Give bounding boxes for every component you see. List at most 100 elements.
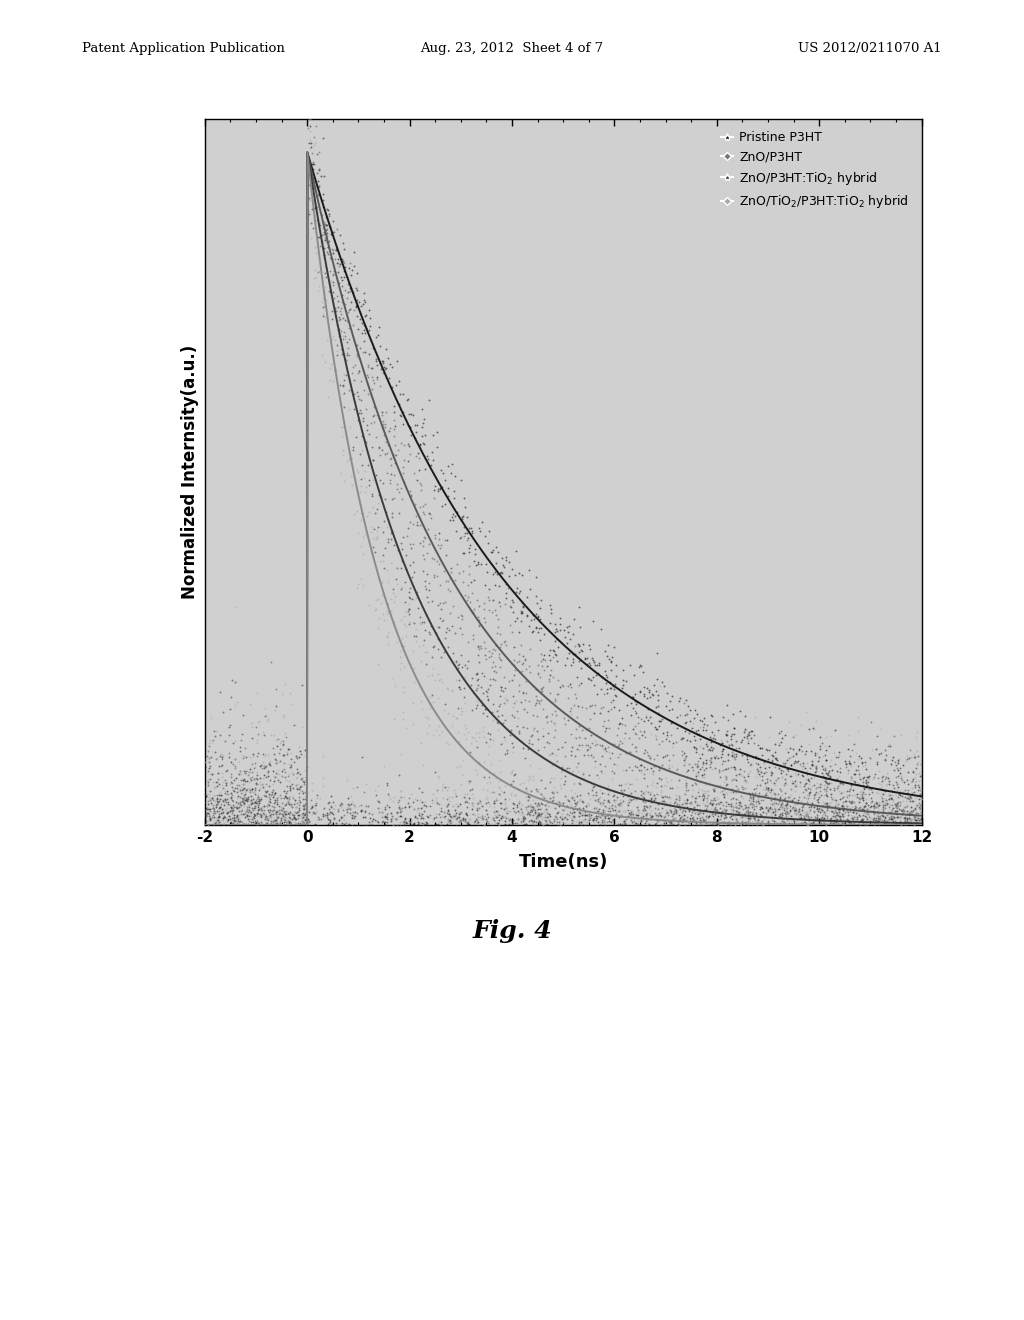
Point: [314, 288, 331, 309]
Point: [709, 799, 725, 820]
Point: [772, 787, 788, 808]
Point: [826, 795, 843, 816]
Point: [628, 805, 644, 826]
Point: [549, 781, 565, 803]
Point: [641, 796, 657, 817]
Point: [249, 682, 265, 704]
Point: [520, 803, 537, 824]
Point: [892, 812, 908, 833]
Point: [521, 767, 538, 788]
Point: [519, 801, 536, 822]
Point: [338, 799, 354, 820]
Point: [226, 796, 243, 817]
Point: [469, 737, 485, 758]
Point: [633, 809, 649, 830]
Point: [283, 795, 299, 816]
Point: [628, 813, 644, 834]
Text: Fig. 4: Fig. 4: [472, 919, 552, 942]
Point: [760, 799, 776, 820]
Point: [698, 780, 715, 801]
Point: [611, 711, 628, 733]
Point: [850, 756, 866, 777]
Point: [333, 796, 349, 817]
Point: [608, 665, 625, 686]
Point: [390, 440, 407, 461]
Point: [652, 710, 669, 731]
Point: [732, 764, 749, 785]
Point: [369, 789, 385, 810]
Point: [724, 746, 740, 767]
Point: [611, 775, 628, 796]
Point: [414, 698, 430, 719]
Point: [628, 737, 644, 758]
Point: [353, 800, 370, 821]
Point: [722, 756, 738, 777]
Point: [443, 812, 460, 833]
Point: [752, 813, 768, 834]
Point: [565, 648, 582, 669]
Point: [259, 710, 275, 731]
Point: [776, 755, 793, 776]
Point: [358, 420, 375, 441]
Point: [426, 548, 442, 569]
Point: [221, 805, 238, 826]
Point: [415, 807, 431, 828]
Point: [813, 808, 829, 829]
Point: [487, 635, 504, 656]
Point: [385, 444, 401, 465]
Point: [885, 812, 901, 833]
Point: [548, 792, 564, 813]
Point: [813, 800, 829, 821]
Point: [462, 741, 478, 762]
Point: [351, 388, 368, 409]
Point: [221, 809, 238, 830]
Point: [213, 784, 229, 805]
Point: [316, 214, 333, 235]
Point: [590, 663, 606, 684]
Point: [440, 787, 457, 808]
Point: [596, 812, 612, 833]
Point: [295, 795, 311, 816]
Point: [554, 803, 570, 824]
Point: [445, 804, 462, 825]
Point: [238, 801, 254, 822]
Point: [559, 796, 575, 817]
Point: [401, 598, 418, 619]
Point: [621, 785, 637, 807]
Point: [905, 762, 922, 783]
Point: [632, 681, 648, 702]
Point: [204, 763, 220, 784]
Point: [773, 727, 790, 748]
Point: [314, 746, 331, 767]
Point: [542, 805, 558, 826]
Point: [794, 741, 810, 762]
Point: [198, 791, 214, 812]
Point: [416, 549, 432, 570]
Point: [641, 796, 657, 817]
Point: [421, 389, 437, 411]
Point: [574, 763, 591, 784]
Point: [394, 550, 411, 572]
Point: [862, 787, 879, 808]
Point: [537, 649, 553, 671]
Point: [270, 751, 287, 772]
Point: [731, 804, 748, 825]
Point: [517, 682, 534, 704]
Point: [360, 356, 377, 378]
Point: [269, 807, 286, 828]
Point: [711, 719, 727, 741]
Point: [735, 771, 752, 792]
Point: [639, 803, 655, 824]
Point: [498, 546, 514, 568]
Point: [698, 808, 715, 829]
Point: [843, 766, 859, 787]
Point: [754, 770, 770, 791]
Point: [728, 793, 744, 814]
Point: [542, 812, 558, 833]
Point: [566, 727, 583, 748]
Point: [528, 807, 545, 828]
Point: [601, 803, 617, 824]
Point: [366, 372, 382, 393]
Point: [797, 812, 813, 833]
Point: [270, 804, 287, 825]
